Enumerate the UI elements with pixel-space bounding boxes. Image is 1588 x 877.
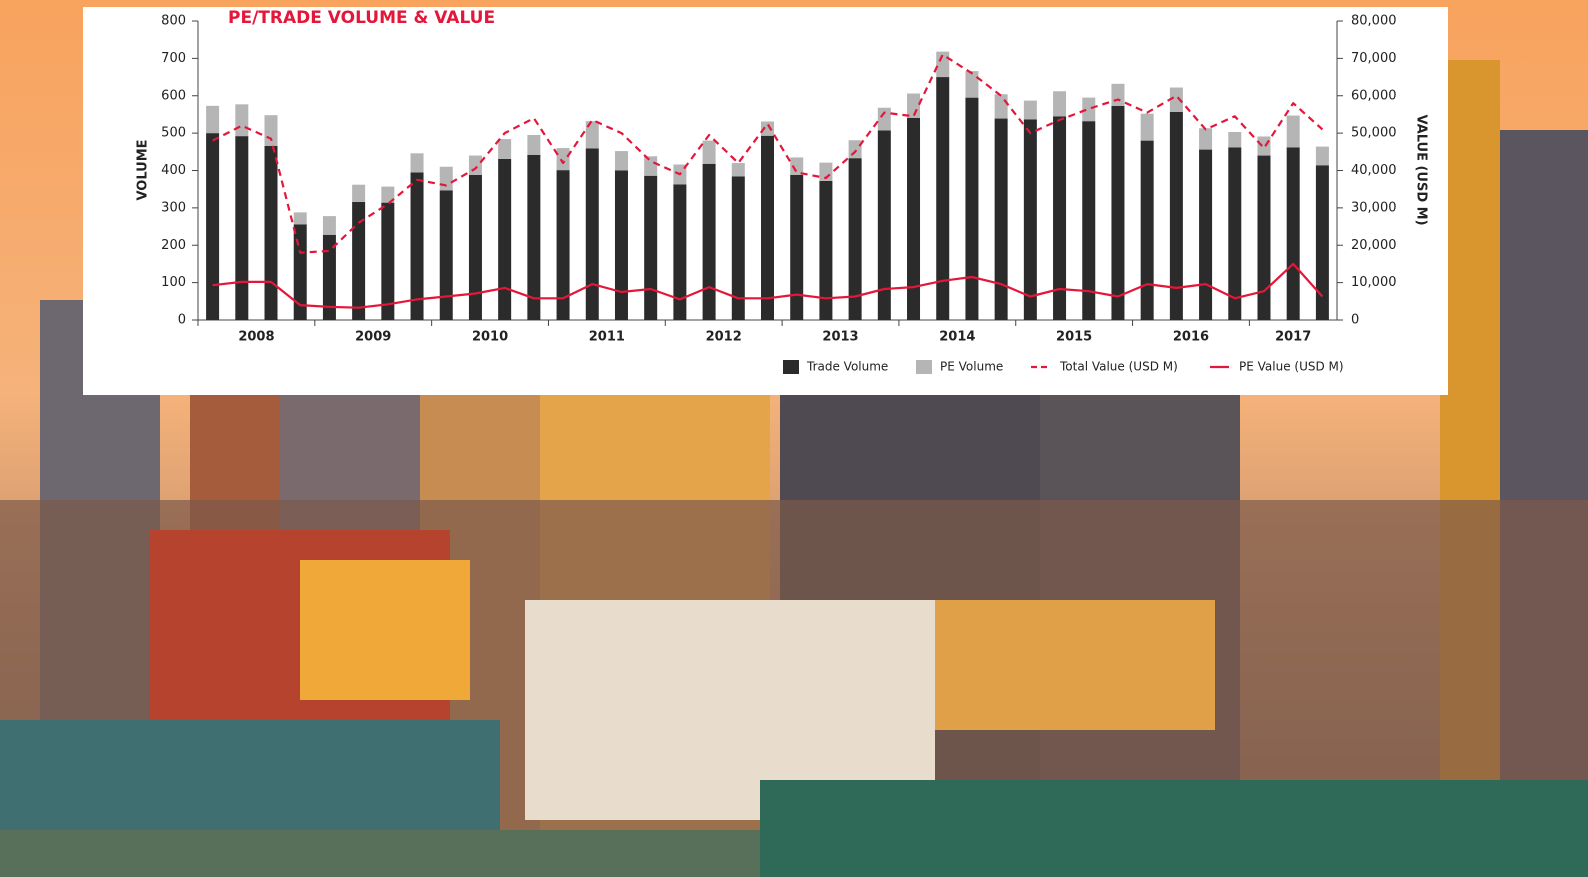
x-tick-label: 2009 <box>355 330 391 345</box>
legend-swatch <box>916 360 932 374</box>
bar <box>1111 84 1124 106</box>
x-tick-label: 2017 <box>1275 330 1311 345</box>
x-tick-label: 2010 <box>472 330 508 345</box>
x-tick-label: 2015 <box>1056 330 1092 345</box>
bar <box>965 71 978 98</box>
bar <box>352 185 365 202</box>
bar <box>527 155 540 320</box>
bar <box>1024 119 1037 320</box>
y-tick-label: 600 <box>161 88 186 103</box>
bar <box>1228 132 1241 147</box>
bar <box>557 148 570 170</box>
x-tick-label: 2012 <box>706 330 742 345</box>
bar <box>936 77 949 320</box>
y2-tick-label: 60,000 <box>1351 88 1397 103</box>
bar <box>1141 141 1154 320</box>
y2-tick-label: 10,000 <box>1351 275 1397 290</box>
bar <box>206 133 219 320</box>
legend-label: PE Volume <box>940 360 1003 374</box>
y-tick-label: 100 <box>161 275 186 290</box>
bar <box>761 136 774 320</box>
bar <box>527 135 540 155</box>
bar <box>1053 91 1066 116</box>
y2-tick-label: 30,000 <box>1351 200 1397 215</box>
bar <box>411 153 424 172</box>
bar <box>1141 114 1154 141</box>
y-axis-label: VOLUME <box>136 139 151 200</box>
x-tick-label: 2008 <box>238 330 274 345</box>
y-tick-label: 700 <box>161 51 186 66</box>
y-tick-label: 0 <box>178 313 186 328</box>
y2-tick-label: 50,000 <box>1351 126 1397 141</box>
bar <box>469 156 482 175</box>
x-tick-label: 2016 <box>1173 330 1209 345</box>
y-tick-label: 500 <box>161 126 186 141</box>
bar <box>615 171 628 321</box>
bar <box>703 141 716 164</box>
bar <box>294 212 307 224</box>
bar <box>790 175 803 320</box>
bar <box>1111 106 1124 320</box>
bar <box>644 176 657 320</box>
bar <box>878 131 891 320</box>
bar <box>235 136 248 320</box>
bar <box>1287 147 1300 320</box>
bar <box>586 148 599 320</box>
legend-swatch <box>783 360 799 374</box>
x-tick-label: 2011 <box>589 330 625 345</box>
y2-tick-label: 80,000 <box>1351 14 1397 29</box>
bar <box>1316 147 1329 166</box>
y-tick-label: 200 <box>161 238 186 253</box>
legend-label: PE Value (USD M) <box>1239 360 1344 374</box>
x-tick-label: 2014 <box>939 330 975 345</box>
bar <box>1199 128 1212 149</box>
y-tick-label: 400 <box>161 163 186 178</box>
bar <box>615 151 628 170</box>
y2-tick-label: 0 <box>1351 313 1359 328</box>
bar <box>1257 136 1270 155</box>
bar <box>265 146 278 320</box>
bar <box>265 115 278 146</box>
x-tick-label: 2013 <box>822 330 858 345</box>
bar <box>878 108 891 131</box>
y-tick-label: 800 <box>161 14 186 29</box>
bar <box>995 119 1008 320</box>
y-tick-label: 300 <box>161 200 186 215</box>
bar <box>1024 101 1037 120</box>
bar <box>965 98 978 320</box>
bar <box>323 216 336 235</box>
bar <box>907 118 920 320</box>
y2-tick-label: 70,000 <box>1351 51 1397 66</box>
bar <box>206 106 219 133</box>
chart-title: PE/TRADE VOLUME & VALUE <box>228 8 495 28</box>
bar <box>732 163 745 176</box>
bar <box>1228 147 1241 320</box>
bar <box>995 94 1008 118</box>
bar <box>235 104 248 136</box>
bar <box>440 167 453 191</box>
bar <box>1257 156 1270 320</box>
y2-tick-label: 40,000 <box>1351 163 1397 178</box>
bar <box>849 140 862 158</box>
bar <box>381 203 394 320</box>
bar <box>703 164 716 320</box>
bar <box>1316 165 1329 320</box>
bar <box>498 139 511 159</box>
y2-tick-label: 20,000 <box>1351 238 1397 253</box>
bar <box>644 156 657 175</box>
legend-label: Total Value (USD M) <box>1059 360 1178 374</box>
page: {"chart_data": { "type": "bar", "title":… <box>0 0 1588 877</box>
y2-axis-label: VALUE (USD M) <box>1414 114 1429 225</box>
bar <box>440 190 453 320</box>
bar <box>498 159 511 320</box>
legend-label: Trade Volume <box>806 360 888 374</box>
bar <box>1287 116 1300 148</box>
chart: PE/TRADE VOLUME & VALUE VOLUME VALUE (US… <box>0 0 1588 877</box>
bar <box>469 175 482 320</box>
bar <box>1199 150 1212 320</box>
